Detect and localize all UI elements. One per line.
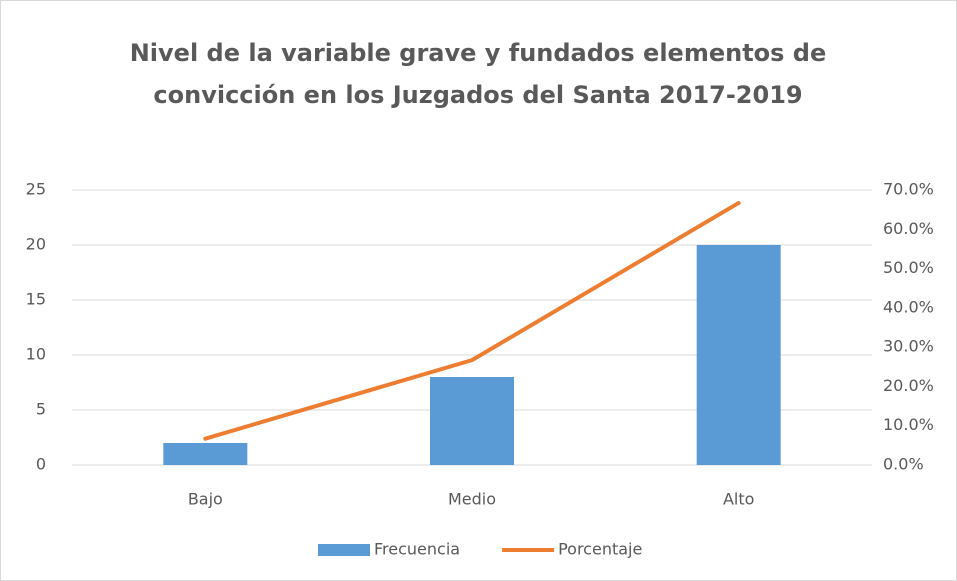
legend-swatch	[318, 544, 370, 556]
chart-title: convicción en los Juzgados del Santa 201…	[153, 81, 802, 109]
y2-tick-label: 40.0%	[883, 297, 934, 316]
y2-tick-label: 50.0%	[883, 258, 934, 277]
y-tick-label: 25	[26, 180, 46, 199]
y2-tick-label: 0.0%	[883, 455, 924, 474]
y2-tick-label: 30.0%	[883, 337, 934, 356]
line	[203, 200, 741, 441]
legend-label: Frecuencia	[374, 540, 460, 559]
y-tick-label: 20	[26, 235, 46, 254]
y-tick-label: 5	[36, 400, 46, 419]
x-tick-label: Medio	[448, 490, 496, 509]
bar	[430, 377, 514, 465]
y2-tick-label: 70.0%	[883, 180, 934, 199]
bar	[696, 245, 781, 465]
chart-title: Nivel de la variable grave y fundados el…	[130, 39, 827, 67]
y-tick-label: 10	[26, 345, 46, 364]
y2-tick-label: 20.0%	[883, 376, 934, 395]
y2-tick-label: 10.0%	[883, 415, 934, 434]
x-tick-label: Bajo	[188, 490, 223, 509]
y-tick-label: 0	[36, 455, 46, 474]
legend-label: Porcentaje	[558, 540, 642, 559]
bar	[163, 443, 248, 465]
y2-tick-label: 60.0%	[883, 219, 934, 238]
x-tick-label: Alto	[723, 490, 754, 509]
y-tick-label: 15	[26, 290, 46, 309]
